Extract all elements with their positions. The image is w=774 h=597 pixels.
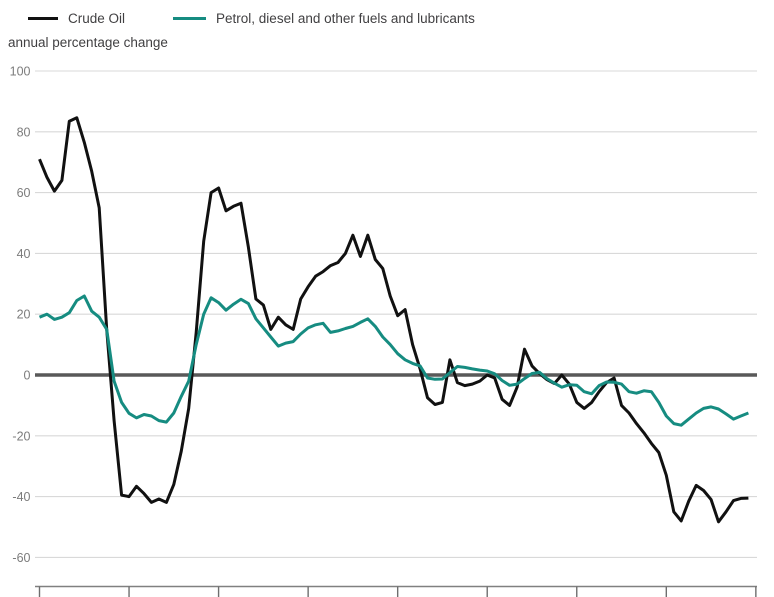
y-axis-tick-label: -20 — [12, 429, 30, 443]
y-axis-tick-label: 20 — [17, 308, 31, 322]
y-axis-tick-label: 80 — [17, 125, 31, 139]
legend-item-petrol: Petrol, diesel and other fuels and lubri… — [173, 11, 475, 26]
y-axis-tick-label: 60 — [17, 186, 31, 200]
legend-label-crude-oil: Crude Oil — [68, 11, 126, 26]
legend-label-petrol: Petrol, diesel and other fuels and lubri… — [216, 11, 475, 26]
y-axis-tick-label: -60 — [12, 551, 30, 565]
legend-item-crude-oil: Crude Oil — [28, 11, 125, 26]
y-axis-tick-label: 40 — [17, 247, 31, 261]
petrol-line — [38, 294, 749, 427]
chart-legend: Crude Oil Petrol, diesel and other fuels… — [28, 11, 475, 26]
y-axis-tick-label: 0 — [24, 369, 31, 383]
crude-oil-line — [38, 116, 749, 524]
petrol-line-swatch — [173, 17, 207, 20]
y-axis-tick-label: 100 — [10, 65, 31, 79]
chart-subtitle: annual percentage change — [8, 35, 168, 50]
y-axis-tick-label: -40 — [12, 490, 30, 504]
crude-oil-line-swatch — [28, 17, 58, 20]
